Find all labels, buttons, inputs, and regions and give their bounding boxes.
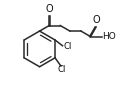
Text: HO: HO <box>102 32 116 41</box>
Text: Cl: Cl <box>63 42 71 51</box>
Text: O: O <box>46 4 54 14</box>
Text: Cl: Cl <box>57 65 65 74</box>
Text: O: O <box>93 15 100 25</box>
